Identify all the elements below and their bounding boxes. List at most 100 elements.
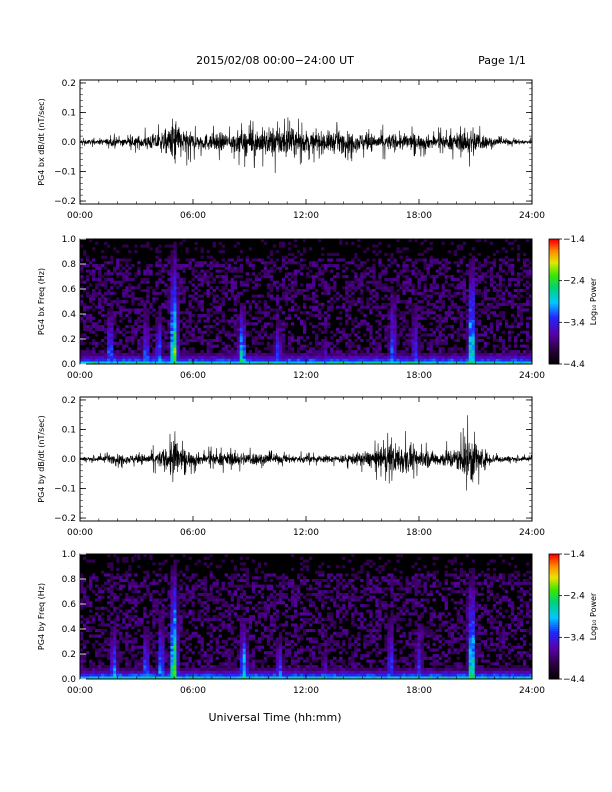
spectrogram-cell — [516, 291, 521, 295]
spectrogram-cell — [155, 264, 159, 268]
spectrogram-cell — [98, 358, 102, 362]
spectrogram-cell — [351, 344, 355, 348]
spectrogram-cell — [113, 673, 117, 677]
spectrogram-cell — [146, 573, 150, 577]
spectrogram-cell — [125, 289, 129, 293]
spectrogram-cell — [293, 269, 298, 273]
spectrogram-cell — [477, 289, 482, 293]
spectrogram-cell — [354, 280, 358, 284]
spectrogram-cell — [152, 347, 156, 351]
spectrogram-cell — [306, 286, 310, 290]
spectrogram-cell — [513, 352, 518, 356]
spectrogram-cell — [263, 330, 268, 334]
spectrogram-cell — [330, 361, 334, 365]
spectrogram-cell — [504, 261, 509, 265]
spectrogram-cell — [378, 319, 382, 323]
spectrogram-cell — [390, 261, 394, 265]
spectrogram-cell — [143, 308, 147, 312]
spectrogram-cell — [185, 355, 189, 359]
spectrogram-cell — [342, 302, 346, 306]
spectrogram-cell — [116, 651, 120, 655]
spectrogram-cell — [98, 300, 102, 304]
spectrogram-cell — [333, 283, 337, 287]
spectrogram-cell — [146, 277, 150, 281]
spectrogram-cell — [86, 264, 90, 268]
spectrogram-cell — [143, 280, 147, 284]
colorbar-swatch — [549, 268, 559, 271]
spectrogram-cell — [164, 333, 168, 337]
spectrogram-cell — [423, 291, 427, 295]
spectrogram-cell — [510, 266, 515, 270]
spectrogram-cell — [504, 272, 509, 276]
spectrogram-cell — [185, 651, 189, 655]
spectrogram-cell — [179, 634, 183, 638]
spectrogram-cell — [417, 305, 421, 309]
spectrogram-cell — [306, 275, 310, 279]
spectrogram-cell — [372, 347, 376, 351]
y-axis-label: PG4 bx Freq (Hz) — [37, 268, 46, 335]
spectrogram-cell — [125, 579, 129, 583]
spectrogram-cell — [185, 325, 189, 329]
spectrogram-cell — [146, 634, 150, 638]
spectrogram-cell — [471, 266, 476, 270]
spectrogram-cell — [351, 352, 355, 356]
spectrogram-cell — [107, 339, 111, 343]
spectrogram-cell — [209, 361, 213, 365]
spectrogram-cell — [429, 361, 433, 365]
spectrogram-cell — [363, 272, 367, 276]
spectrogram-cell — [233, 308, 237, 312]
spectrogram-cell — [402, 286, 406, 290]
spectrogram-cell — [131, 355, 135, 359]
spectrogram-cell — [465, 300, 470, 304]
spectrogram-cell — [200, 350, 204, 354]
spectrogram-cell — [275, 300, 280, 304]
spectrogram-cell — [194, 275, 198, 279]
spectrogram-cell — [486, 308, 491, 312]
spectrogram-cell — [468, 280, 473, 284]
spectrogram-cell — [176, 333, 180, 337]
spectrogram-cell — [396, 352, 400, 356]
spectrogram-cell — [170, 598, 174, 602]
spectrogram-cell — [393, 291, 397, 295]
spectrogram-cell — [306, 289, 310, 293]
spectrogram-cell — [501, 311, 506, 315]
spectrogram-cell — [95, 654, 99, 658]
spectrogram-cell — [209, 673, 213, 677]
spectrogram-cell — [170, 297, 174, 301]
spectrogram-cell — [146, 576, 150, 580]
spectrogram-cell — [128, 258, 132, 262]
spectrogram-cell — [414, 275, 418, 279]
spectrogram-cell — [293, 272, 298, 276]
spectrogram-cell — [318, 258, 322, 262]
spectrogram-cell — [366, 325, 370, 329]
spectrogram-cell — [318, 302, 322, 306]
spectrogram-cell — [89, 662, 93, 666]
spectrogram-cell — [230, 361, 234, 365]
spectrogram-cell — [98, 269, 102, 273]
spectrogram-cell — [402, 291, 406, 295]
spectrogram-cell — [396, 336, 400, 340]
spectrogram-cell — [116, 300, 120, 304]
spectrogram-cell — [137, 673, 141, 677]
spectrogram-cell — [453, 319, 457, 323]
spectrogram-cell — [140, 673, 144, 677]
spectrogram-cell — [453, 355, 457, 359]
spectrogram-cell — [173, 277, 177, 281]
spectrogram-cell — [221, 341, 225, 345]
spectrogram-cell — [284, 322, 289, 326]
spectrogram-cell — [176, 573, 180, 577]
spectrogram-cell — [113, 576, 117, 580]
spectrogram-cell — [441, 302, 445, 306]
y-tick-label: 0.2 — [62, 335, 76, 345]
spectrogram-cell — [408, 300, 412, 304]
spectrogram-cell — [146, 330, 150, 334]
spectrogram-cell — [390, 314, 394, 318]
spectrogram-cell — [384, 339, 388, 343]
spectrogram-cell — [432, 358, 436, 362]
spectrogram-cell — [125, 272, 129, 276]
spectrogram-cell — [345, 358, 349, 362]
spectrogram-cell — [453, 250, 457, 254]
spectrogram-cell — [125, 244, 129, 248]
spectrogram-cell — [257, 283, 262, 287]
spectrogram-cell — [324, 361, 328, 365]
